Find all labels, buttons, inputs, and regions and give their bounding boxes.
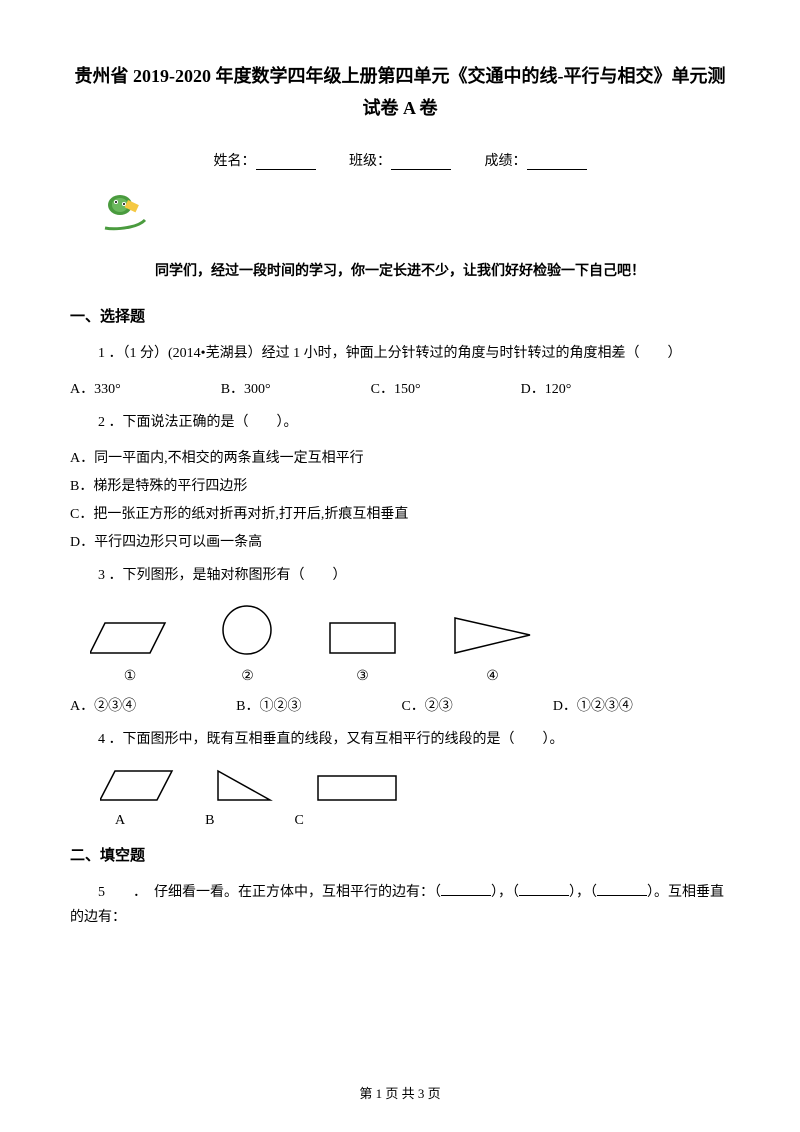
shape3-label: ③ (325, 668, 400, 685)
q1-opt-d: D．120° (521, 378, 572, 398)
shape-rectangle: ③ (325, 618, 400, 685)
shape-right-triangle (215, 768, 275, 803)
question-1: 1 ．（1 分）(2014•芜湖县）经过 1 小时，钟面上分针转过的角度与时针转… (70, 341, 730, 366)
q4-label-b: B (205, 813, 214, 829)
shape-rectangle2 (315, 773, 400, 803)
q3-opt-c: C．②③ (401, 695, 452, 715)
shape4-label: ④ (450, 668, 535, 685)
q3-shapes: ① ② ③ ④ (90, 603, 730, 685)
q3-options: A．②③④ B．①②③ C．②③ D．①②③④ (70, 695, 730, 715)
q2-opt-c: C．把一张正方形的纸对折再对折,打开后,折痕互相垂直 (70, 503, 730, 523)
q1-options: A．330° B．300° C．150° D．120° (70, 378, 730, 398)
shape2-label: ② (220, 668, 275, 685)
q2-options: A．同一平面内,不相交的两条直线一定互相平行 B．梯形是特殊的平行四边形 C．把… (70, 447, 730, 551)
q4-shapes (100, 768, 730, 803)
q3-opt-d: D．①②③④ (553, 695, 633, 715)
q4-label-c: C (294, 813, 303, 829)
title-line2: 试卷 A 卷 (70, 92, 730, 124)
question-5: 5 ． 仔细看一看。在正方体中，互相平行的边有：（），（），（）。互相垂直的边有… (70, 880, 730, 930)
score-label: 成绩： (485, 154, 527, 169)
name-label: 姓名： (214, 154, 256, 169)
shape1-label: ① (90, 668, 170, 685)
q5-sep2: ），（ (569, 885, 597, 900)
q5-prefix: 5 ． 仔细看一看。在正方体中，互相平行的边有：（ (98, 885, 441, 900)
name-blank[interactable] (256, 156, 316, 170)
question-2: 2 ．下面说法正确的是（ ）。 (70, 410, 730, 435)
question-4: 4 ．下面图形中，既有互相垂直的线段，又有互相平行的线段的是（ ）。 (70, 727, 730, 752)
question-3: 3 ．下列图形，是轴对称图形有（ ） (70, 563, 730, 588)
q2-opt-b: B．梯形是特殊的平行四边形 (70, 475, 730, 495)
q1-opt-b: B．300° (221, 378, 271, 398)
q2-opt-a: A．同一平面内,不相交的两条直线一定互相平行 (70, 447, 730, 467)
section1-title: 一、选择题 (70, 305, 730, 326)
shape-triangle: ④ (450, 613, 535, 685)
q3-opt-b: B．①②③ (236, 695, 301, 715)
pencil-icon (100, 190, 730, 240)
q5-blank3[interactable] (597, 895, 647, 896)
title-line1: 贵州省 2019-2020 年度数学四年级上册第四单元《交通中的线-平行与相交》… (70, 60, 730, 92)
shape-circle: ② (220, 603, 275, 685)
page-footer: 第 1 页 共 3 页 (0, 1083, 800, 1102)
q5-sep1: ），（ (491, 885, 519, 900)
q1-opt-c: C．150° (371, 378, 421, 398)
shape-parallelogram: ① (90, 618, 170, 685)
score-blank[interactable] (527, 156, 587, 170)
q5-blank2[interactable] (519, 895, 569, 896)
q2-opt-d: D．平行四边形只可以画一条高 (70, 531, 730, 551)
student-info: 姓名： 班级： 成绩： (70, 150, 730, 170)
q3-opt-a: A．②③④ (70, 695, 136, 715)
class-label: 班级： (349, 154, 391, 169)
q1-opt-a: A．330° (70, 378, 121, 398)
exam-title: 贵州省 2019-2020 年度数学四年级上册第四单元《交通中的线-平行与相交》… (70, 60, 730, 125)
encourage-text: 同学们，经过一段时间的学习，你一定长进不少，让我们好好检验一下自己吧！ (70, 260, 730, 280)
q4-labels: A B C (115, 813, 730, 829)
section2-title: 二、填空题 (70, 844, 730, 865)
q4-label-a: A (115, 813, 125, 829)
class-blank[interactable] (391, 156, 451, 170)
shape-parallelogram2 (100, 768, 175, 803)
q5-blank1[interactable] (441, 895, 491, 896)
